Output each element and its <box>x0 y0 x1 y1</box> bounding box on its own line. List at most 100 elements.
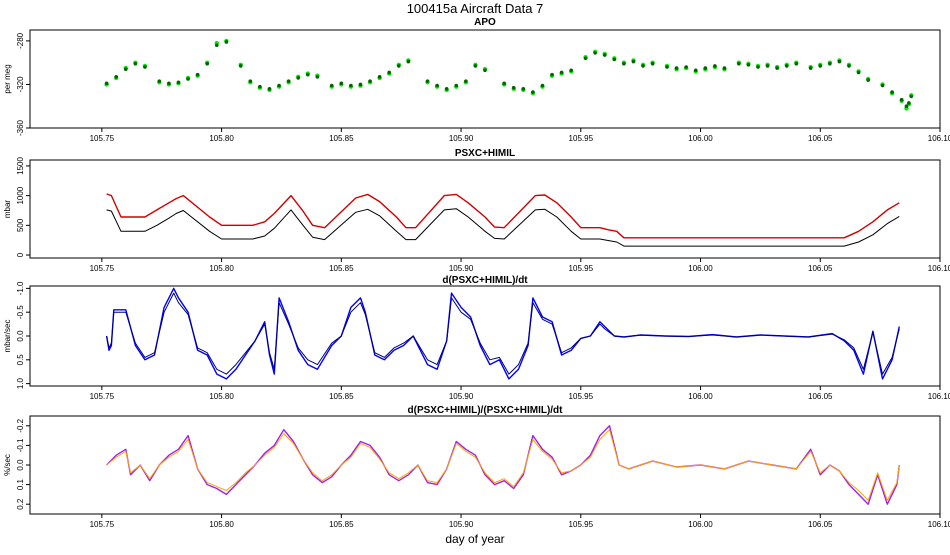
data-point <box>641 64 645 68</box>
data-point <box>765 64 770 68</box>
data-point <box>899 97 904 102</box>
data-point <box>305 72 310 77</box>
data-point <box>167 81 171 86</box>
y-tick-label: 0.2 <box>16 498 25 510</box>
data-point <box>837 59 842 64</box>
data-point <box>583 56 588 61</box>
x-tick-label: 106.10 <box>928 520 950 529</box>
plot-area <box>106 425 900 505</box>
plot-area <box>106 193 900 247</box>
x-tick-label: 105.80 <box>209 264 234 273</box>
x-tick-label: 105.75 <box>90 264 115 273</box>
x-tick-label: 105.80 <box>209 392 234 401</box>
data-point <box>631 59 636 64</box>
data-point <box>387 70 392 75</box>
series-apo-smoothed <box>104 40 914 109</box>
data-point <box>684 65 688 69</box>
data-point <box>622 61 626 66</box>
x-tick-label: 106.10 <box>928 392 950 401</box>
panel-3: d(PSXC+HIMIL)/dt 105.75 105.80 105.85 105.90… <box>3 275 950 401</box>
x-tick-label: 106.00 <box>688 392 713 401</box>
x-axis-label: day of year <box>445 532 504 546</box>
data-point <box>907 101 911 105</box>
data-point <box>775 66 779 70</box>
data-point <box>737 61 741 66</box>
series-lower-trace <box>106 208 900 247</box>
y-tick-label: 500 <box>16 218 25 232</box>
data-point <box>756 65 760 69</box>
x-tick-label: 105.90 <box>449 520 474 529</box>
panel-title: PSXC+HIMIL <box>455 148 515 159</box>
data-point <box>722 66 727 70</box>
y-tick-label: 0.0 <box>16 459 25 471</box>
data-point <box>569 68 574 73</box>
x-tick-label: 105.95 <box>569 520 594 529</box>
data-point <box>349 83 353 88</box>
data-point <box>114 75 119 79</box>
plot-frame <box>29 415 941 515</box>
data-point <box>186 77 190 81</box>
x-tick-label: 105.85 <box>329 264 354 273</box>
data-point <box>396 64 401 68</box>
data-point <box>650 61 655 66</box>
data-point <box>368 79 372 83</box>
panel-title: d(PSXC+HIMIL)/dt <box>442 275 528 286</box>
x-tick-label: 106.05 <box>808 520 833 529</box>
panel-title: d(PSXC+HIMIL)/(PSXC+HIMIL)/dt <box>408 405 564 416</box>
data-point <box>238 64 243 68</box>
panel-1: APO 105.75 105.80 105.85 105.90 105.95 106.00 1… <box>3 17 950 143</box>
data-point <box>339 81 344 86</box>
plot-frame <box>29 285 941 387</box>
data-point <box>444 87 449 91</box>
data-point <box>511 85 516 90</box>
data-point <box>205 61 210 66</box>
series-raw-fractional-derivative <box>106 425 900 505</box>
x-tick-label: 105.80 <box>209 134 234 143</box>
x-tick-label: 106.00 <box>688 264 713 273</box>
data-point <box>277 83 281 88</box>
x-tick-label: 106.05 <box>808 392 833 401</box>
data-point <box>540 83 545 88</box>
panel-4: d(PSXC+HIMIL)/(PSXC+HIMIL)/dt 105.75 105.8… <box>3 405 950 529</box>
panels: APO 105.75 105.80 105.85 105.90 105.95 106.00 1… <box>3 17 950 529</box>
data-point <box>123 67 128 71</box>
y-tick-label: -360 <box>16 119 25 136</box>
y-tick-label: 1500 <box>16 156 25 174</box>
y-tick-label: 0.0 <box>16 330 25 342</box>
plot-area <box>105 287 900 380</box>
y-axis-label: mbar <box>3 200 12 219</box>
data-point <box>808 66 813 70</box>
data-point <box>224 40 229 44</box>
series-raw-derivative <box>105 287 900 380</box>
data-point <box>674 66 679 70</box>
x-tick-label: 106.00 <box>688 520 713 529</box>
data-point <box>890 90 894 94</box>
y-tick-label: -0.5 <box>16 305 25 319</box>
figure-title: 100415a Aircraft Data 7 <box>407 1 544 16</box>
y-tick-label: 0.5 <box>16 354 25 366</box>
y-tick-label: 0 <box>16 252 25 257</box>
x-tick-label: 106.10 <box>928 134 950 143</box>
data-point <box>286 79 291 83</box>
data-point <box>602 53 607 57</box>
data-point <box>665 65 669 69</box>
data-point <box>176 80 181 85</box>
x-tick-label: 105.80 <box>209 520 234 529</box>
x-tick-label: 105.85 <box>329 134 354 143</box>
data-point <box>483 68 487 73</box>
data-point <box>143 65 147 69</box>
data-point <box>435 83 439 88</box>
y-axis-label: per meg <box>3 64 12 93</box>
panel-title: APO <box>474 17 496 28</box>
x-tick-label: 105.85 <box>329 392 354 401</box>
x-tick-label: 105.90 <box>449 392 474 401</box>
plot-frame <box>29 29 941 129</box>
data-point <box>502 81 506 86</box>
x-tick-label: 105.90 <box>449 134 474 143</box>
data-point <box>909 94 914 99</box>
data-point <box>818 64 823 68</box>
data-point <box>746 63 751 67</box>
data-point <box>329 83 334 88</box>
